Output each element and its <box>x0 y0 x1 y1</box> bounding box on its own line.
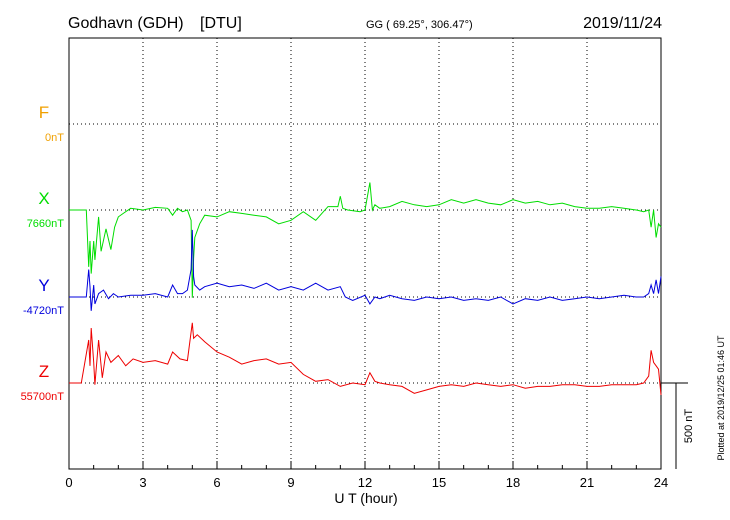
x-tick-label: 18 <box>506 475 520 490</box>
station-title: Godhavn (GDH) <box>68 15 184 32</box>
x-tick-label: 9 <box>287 475 294 490</box>
x-tick-label: 15 <box>432 475 446 490</box>
traces <box>69 182 662 396</box>
trace-z <box>69 322 662 396</box>
x-axis-ticks: 0 3 6 9 12 15 18 21 24 <box>65 461 668 490</box>
scale-bar-label: 500 nT <box>683 409 695 444</box>
x-tick-label: 21 <box>580 475 594 490</box>
trace-x <box>69 182 662 298</box>
x-tick-label: 3 <box>139 475 146 490</box>
x-tick-label: 24 <box>654 475 668 490</box>
series-baseline-x: 7660nT <box>27 218 65 230</box>
series-baseline-f: 0nT <box>45 132 64 144</box>
x-tick-label: 6 <box>213 475 220 490</box>
plotted-at-label: Plotted at 2019/12/25 01:46 UT <box>716 335 726 461</box>
scale-bar: 500 nT <box>661 382 695 469</box>
grid-lines <box>69 38 661 469</box>
agency-label: [DTU] <box>200 15 242 32</box>
series-name-x: X <box>38 189 49 208</box>
series-name-y: Y <box>38 276 49 295</box>
trace-y <box>69 229 662 311</box>
x-tick-label: 12 <box>358 475 372 490</box>
series-name-z: Z <box>39 362 49 381</box>
series-baseline-y: -4720nT <box>23 305 64 317</box>
series-labels: F 0nT X 7660nT Y -4720nT Z 55700nT <box>21 103 65 403</box>
series-name-f: F <box>39 103 49 122</box>
date-label: 2019/11/24 <box>583 15 662 32</box>
x-axis-label: U T (hour) <box>334 490 397 506</box>
coords-label: GG ( 69.25°, 306.47°) <box>366 19 473 31</box>
x-tick-label: 0 <box>65 475 72 490</box>
series-baseline-z: 55700nT <box>21 391 65 403</box>
